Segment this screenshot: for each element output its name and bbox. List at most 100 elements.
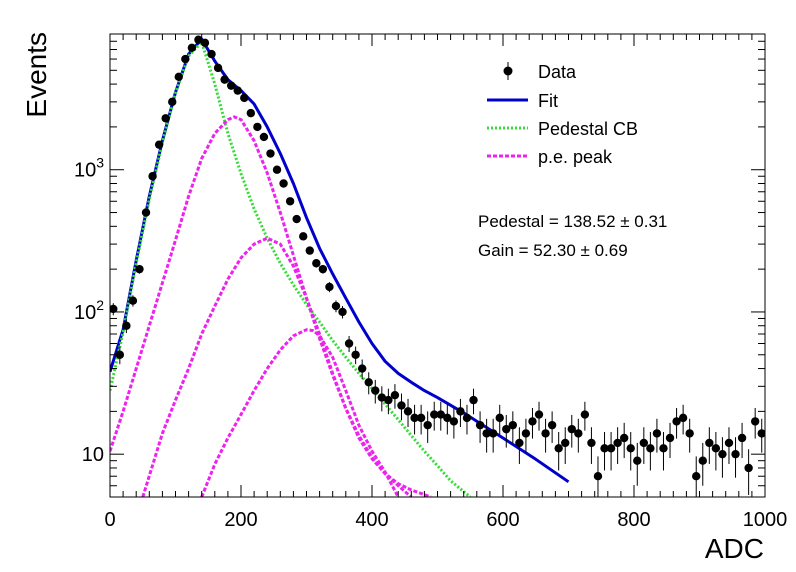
data-point-marker [410, 413, 419, 423]
data-point [403, 398, 413, 428]
data-point-marker [115, 350, 125, 359]
y-tick-label: 103 [74, 155, 104, 182]
data-point [325, 282, 334, 293]
data-point-marker [521, 429, 531, 438]
data-point-marker [462, 413, 472, 423]
data-point-marker [580, 410, 590, 419]
data-point [233, 86, 242, 95]
legend-data-marker [503, 66, 513, 76]
data-point [200, 38, 210, 48]
data-point [377, 386, 387, 412]
data-point-marker [226, 81, 236, 90]
data-point-marker [272, 165, 282, 174]
data-point [606, 432, 616, 471]
data-point-marker [266, 149, 275, 158]
data-point [508, 411, 518, 443]
data-point-marker [665, 433, 675, 443]
data-point-marker [161, 114, 170, 123]
legend-label-fit: Fit [538, 91, 558, 111]
data-point [174, 72, 183, 82]
data-point [312, 259, 321, 268]
data-point-marker [181, 54, 190, 64]
data-point-marker [135, 264, 144, 274]
data-point-marker [613, 438, 622, 448]
data-point-marker [338, 307, 347, 317]
data-point [141, 208, 151, 217]
data-point [593, 456, 603, 497]
legend-label-pe-peak: p.e. peak [538, 147, 613, 167]
curve-p-e-peak-3 [200, 328, 400, 497]
data-point [587, 427, 596, 464]
data-point-marker [652, 429, 662, 438]
x-tick-label: 1000 [743, 509, 788, 531]
legend: Data Fit Pedestal CB p.e. peak [487, 62, 638, 167]
data-point [600, 432, 609, 471]
data-point-marker [110, 304, 118, 314]
data-point-marker [240, 93, 249, 103]
data-point [318, 264, 328, 274]
data-point [482, 418, 491, 453]
data-point-marker [685, 429, 694, 438]
data-point-marker [351, 350, 360, 359]
data-point [534, 401, 544, 431]
axis-ticks: 0 200 400 600 800 1000 10 102 103 [74, 33, 788, 531]
data-point-marker [593, 472, 603, 481]
data-point [410, 404, 419, 435]
data-point [266, 149, 275, 158]
data-point-marker [744, 463, 753, 473]
plot-frame [109, 33, 766, 498]
data-point-marker [672, 417, 681, 426]
data-point [148, 172, 157, 181]
data-point-marker [364, 378, 373, 387]
data-point [567, 414, 576, 448]
data-point-marker [731, 449, 740, 459]
data-point [110, 303, 118, 316]
data-point [207, 49, 216, 59]
data-point [619, 422, 629, 459]
data-point-marker [318, 264, 328, 274]
data-point-marker [128, 296, 138, 305]
data-point-marker [253, 122, 262, 132]
data-point [168, 97, 177, 107]
data-point-marker [384, 395, 393, 405]
data-points [110, 35, 765, 497]
data-point [423, 411, 432, 443]
data-point-marker [449, 417, 459, 426]
data-point-marker [299, 232, 308, 241]
data-point-marker [737, 433, 747, 443]
data-point-marker [646, 444, 655, 453]
data-point-marker [456, 407, 465, 416]
curve-p-e-peak-2 [141, 236, 413, 497]
data-point-marker [502, 424, 511, 434]
data-point-marker [377, 393, 387, 402]
data-point-marker [200, 38, 210, 48]
data-point-marker [515, 438, 524, 448]
data-point [469, 388, 478, 415]
data-point [161, 114, 170, 123]
data-point [299, 232, 308, 241]
data-point [528, 407, 537, 439]
data-point-marker [724, 438, 734, 448]
data-point-marker [606, 444, 616, 453]
data-point [646, 432, 655, 471]
y-tick-label: 102 [74, 297, 104, 324]
data-point-marker [220, 75, 229, 84]
data-point-marker [639, 438, 649, 448]
data-point-marker [325, 282, 334, 292]
data-point [338, 306, 347, 319]
data-point [128, 295, 138, 307]
data-point-marker [482, 429, 491, 438]
data-point [554, 432, 563, 471]
data-point [246, 108, 256, 118]
legend-label-data: Data [538, 62, 577, 82]
data-point-marker [541, 429, 550, 438]
data-point [659, 432, 668, 471]
data-point-marker [475, 420, 485, 430]
data-point-marker [168, 97, 177, 107]
data-point-marker [678, 413, 688, 423]
data-point-marker [122, 321, 131, 330]
data-point [194, 35, 203, 44]
data-point [692, 456, 701, 497]
data-point-marker [371, 386, 380, 395]
data-point [220, 75, 229, 84]
